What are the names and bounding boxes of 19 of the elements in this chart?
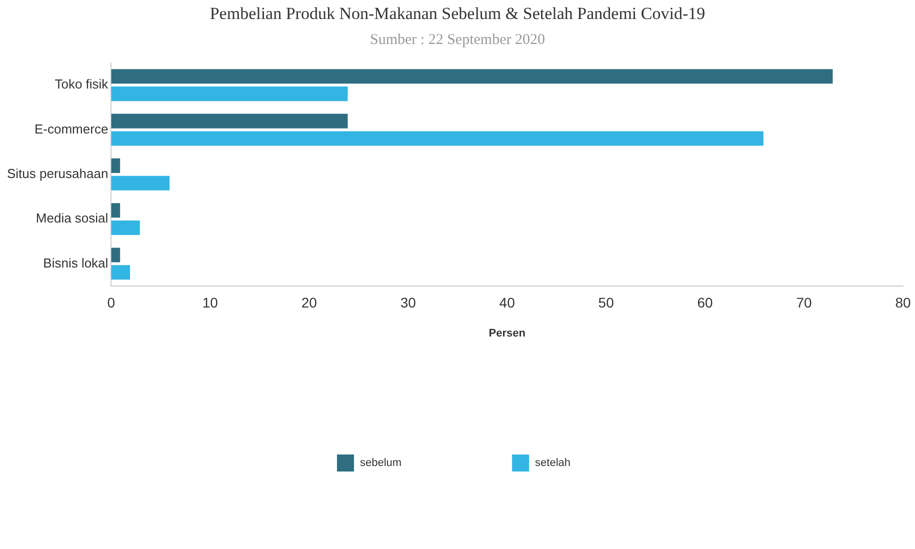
legend-label: setelah <box>535 457 571 470</box>
legend-label: sebelum <box>360 457 402 470</box>
x-tick-label: 80 <box>895 294 911 310</box>
x-tick-label: 60 <box>697 294 714 310</box>
y-tick-label: Situs perusahaan <box>6 166 108 181</box>
y-tick-label: E-commerce <box>34 121 108 136</box>
y-tick-label: Media sosial <box>36 210 108 226</box>
x-tick-label: 0 <box>107 294 116 310</box>
chart-title: Pembelian Produk Non-Makanan Sebelum & Setelah Pandemi Covid-19 <box>208 4 706 24</box>
y-tick-label: Bisnis lokal <box>43 255 108 270</box>
x-axis-title: Persen <box>488 327 526 340</box>
y-tick-label: Toko fisik <box>54 76 109 92</box>
x-tick-label: 70 <box>796 294 812 310</box>
x-tick-label: 50 <box>598 294 614 310</box>
x-tick-label: 10 <box>202 294 218 310</box>
x-tick-label: 30 <box>400 294 416 310</box>
x-tick-label: 20 <box>301 294 318 310</box>
chart-subtitle: Sumber : 22 September 2020 <box>369 32 546 49</box>
x-tick-label: 40 <box>499 294 516 310</box>
